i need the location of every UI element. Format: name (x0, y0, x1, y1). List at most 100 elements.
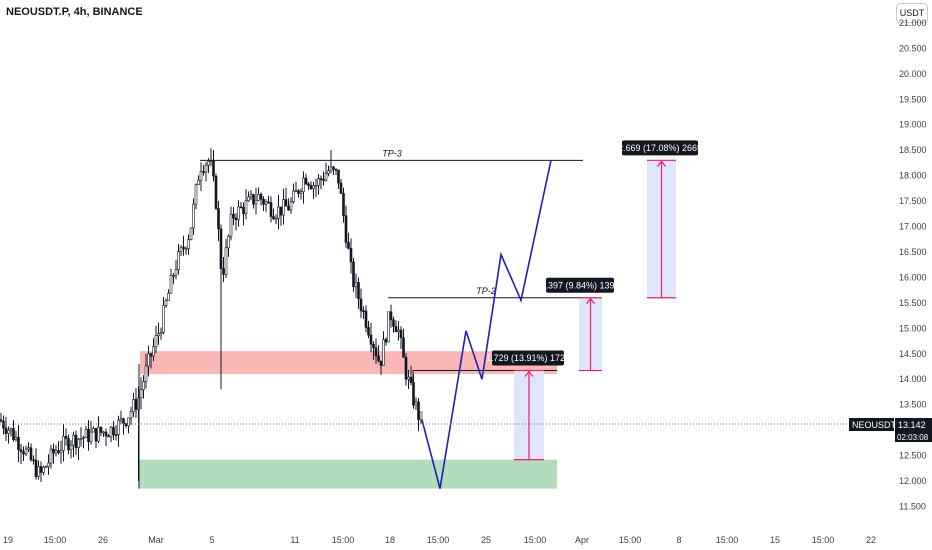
x-tick-12: 15:00 (619, 535, 642, 545)
candle-body (274, 217, 278, 220)
candle-body (407, 376, 410, 380)
candle-body (312, 185, 315, 189)
candle-body (49, 448, 53, 464)
y-tick-16: 19.500 (899, 94, 927, 104)
candle-body (119, 418, 123, 421)
candle-body (359, 298, 363, 312)
candle-body (7, 429, 10, 434)
candle-body (397, 329, 400, 333)
measure-label-bg-2 (622, 140, 698, 156)
candle-body (217, 208, 220, 230)
candle-body (32, 459, 35, 462)
candle-body (364, 310, 368, 328)
candle-body (319, 178, 323, 180)
candle-body (189, 227, 193, 240)
x-tick-1: 15:00 (44, 535, 67, 545)
y-tick-18: 20.500 (899, 43, 927, 53)
candle-body (399, 329, 403, 339)
candle-body (394, 326, 398, 333)
x-tick-4: 5 (209, 535, 214, 545)
measure-label-0: 1.729 (13.91%) 1729 (486, 353, 570, 363)
candle-body (242, 207, 245, 215)
candle-body (227, 235, 230, 249)
candle-body (132, 399, 135, 412)
candle-body (169, 275, 173, 294)
candle-body (59, 450, 63, 454)
candle-body (294, 190, 298, 192)
candle-body (4, 427, 8, 434)
y-tick-13: 18.000 (899, 171, 927, 181)
candle-body (34, 459, 38, 477)
candle-body (112, 426, 115, 435)
y-tick-10: 16.500 (899, 247, 927, 257)
current-price-tag: NEOUSDT.P 13.142 02:03:08 (849, 418, 932, 442)
candle-body (279, 206, 283, 216)
candle-body (64, 436, 68, 439)
candle-body (52, 448, 55, 454)
candle-body (304, 177, 308, 185)
candle-body (164, 300, 168, 306)
candle-body (22, 451, 25, 455)
candle-body (229, 213, 233, 237)
candle-body (322, 179, 325, 181)
candle-body (57, 450, 60, 454)
measure-label-1: 1.397 (9.84%) 1397 (540, 280, 619, 290)
candle-body (269, 202, 273, 217)
candle-body (82, 437, 85, 439)
candle-body (297, 190, 300, 194)
y-tick-6: 14.500 (899, 349, 927, 359)
candle-body (244, 200, 248, 215)
candle-body (239, 206, 243, 209)
candle-body (102, 431, 105, 434)
chart-title: NEOUSDT.P, 4h, BINANCE (6, 6, 143, 18)
candle-body (74, 434, 78, 448)
candle-body (299, 191, 303, 194)
countdown-label: 02:03:08 (897, 433, 929, 442)
candle-body (149, 353, 153, 357)
candle-body (237, 206, 240, 221)
y-tick-19: 21.000 (899, 18, 927, 28)
candle-body (314, 185, 318, 187)
candle-body (187, 239, 190, 249)
candle-body (19, 449, 23, 453)
x-tick-15: 15 (770, 535, 780, 545)
candle-body (357, 282, 360, 300)
candle-body (184, 248, 188, 250)
currency-unit-button[interactable]: USDT (896, 3, 928, 23)
candle-body (147, 353, 150, 367)
current-price-label: 13.142 (898, 420, 926, 430)
candle-body (134, 399, 138, 410)
y-tick-5: 14.000 (899, 374, 927, 384)
candle-body (367, 327, 370, 336)
candle-body (247, 196, 250, 202)
candle-body (232, 213, 235, 219)
candle-body (249, 194, 253, 198)
x-tick-2: 26 (98, 535, 108, 545)
candle-body (379, 360, 383, 366)
x-tick-7: 18 (385, 535, 395, 545)
candle-body (159, 331, 163, 335)
candle-body (154, 335, 158, 347)
y-tick-7: 15.000 (899, 323, 927, 333)
candle-body (409, 376, 413, 383)
candle-body (339, 182, 343, 194)
candle-body (387, 311, 390, 343)
candle-body (257, 194, 260, 201)
candle-body (129, 411, 133, 419)
candle-body (69, 444, 73, 451)
candle-body (62, 436, 65, 451)
candle-body (327, 170, 330, 174)
candle-body (79, 437, 83, 440)
candle-body (107, 435, 110, 438)
candle-body (92, 428, 95, 433)
measure-label-bg-0 (492, 350, 564, 366)
candle-body (67, 438, 70, 451)
candle-body (384, 339, 388, 343)
candle-body (42, 466, 45, 473)
candle-body (382, 339, 385, 366)
candle-body (309, 185, 313, 189)
candle-body (17, 436, 20, 450)
candle-body (142, 381, 145, 390)
measurements-layer: 1.729 (13.91%) 1729 1.397 (9.84%) 1397 2.6… (486, 140, 702, 461)
